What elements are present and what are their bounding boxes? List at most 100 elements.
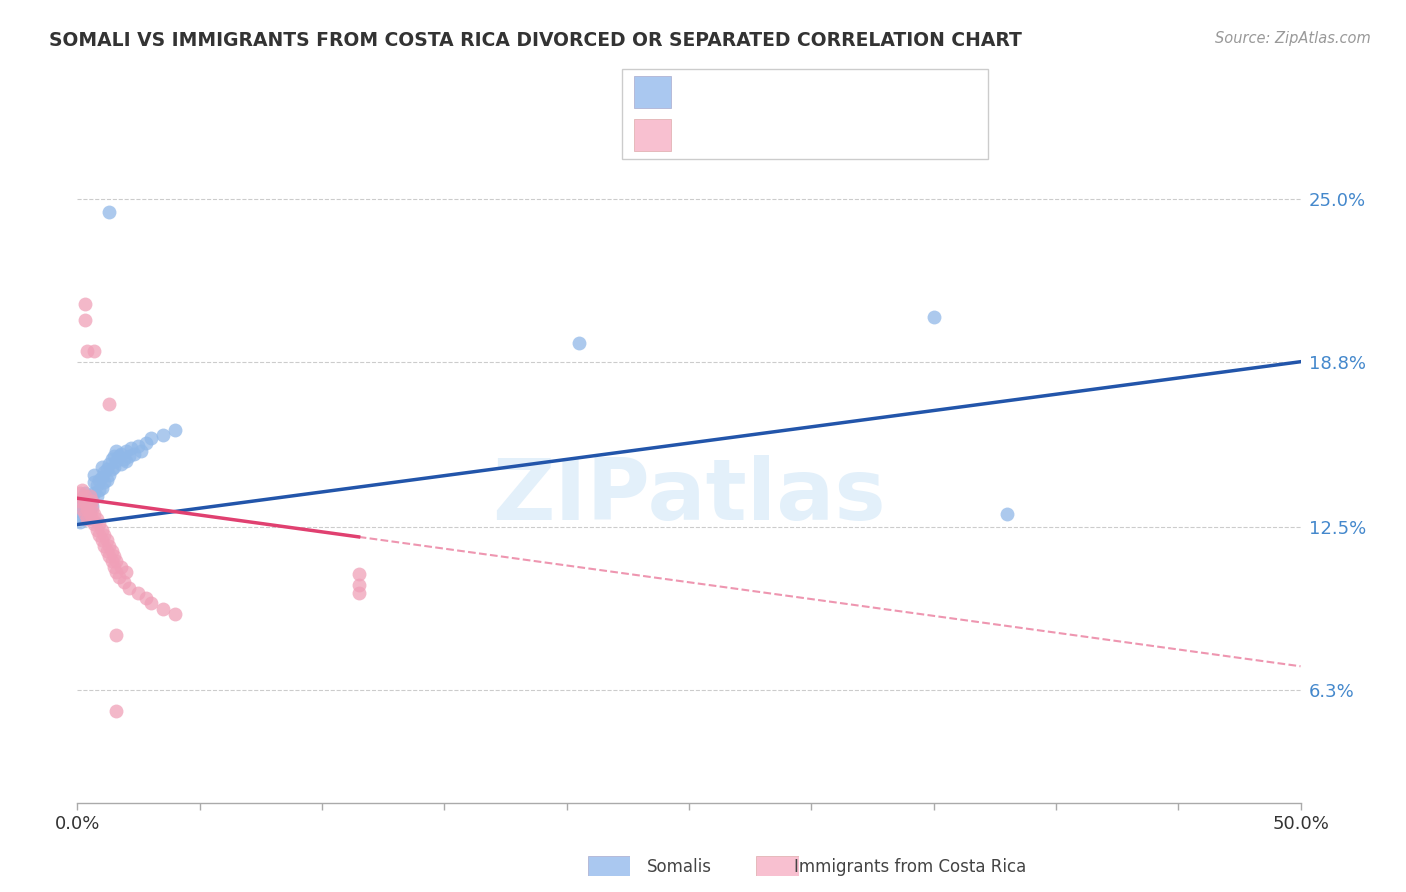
Point	[112, 575, 135, 590]
Point	[83, 507, 105, 521]
Point	[98, 205, 121, 219]
Point	[98, 397, 121, 411]
Point	[89, 528, 111, 542]
Point	[83, 344, 105, 359]
Point	[115, 454, 138, 468]
Point	[93, 475, 115, 490]
Point	[73, 312, 96, 326]
Point	[80, 499, 103, 513]
Point	[108, 570, 131, 584]
Point	[83, 517, 105, 532]
Point	[86, 523, 108, 537]
Text: SOMALI VS IMMIGRANTS FROM COSTA RICA DIVORCED OR SEPARATED CORRELATION CHART: SOMALI VS IMMIGRANTS FROM COSTA RICA DIV…	[49, 31, 1022, 50]
Point	[86, 478, 108, 492]
Bar	[634, 77, 671, 108]
Point	[347, 586, 370, 600]
Point	[105, 565, 128, 579]
Point	[100, 554, 122, 568]
Point	[165, 423, 187, 437]
Point	[135, 436, 157, 450]
Point	[86, 489, 108, 503]
Point	[98, 549, 121, 563]
Point	[96, 543, 118, 558]
Point	[128, 586, 150, 600]
Point	[100, 462, 122, 476]
Point	[112, 451, 135, 466]
Point	[73, 297, 96, 311]
Point	[165, 607, 187, 621]
Point	[73, 496, 96, 510]
Point	[90, 481, 112, 495]
Point	[73, 486, 96, 500]
Point	[70, 491, 93, 506]
Point	[110, 457, 132, 471]
Bar	[634, 120, 671, 152]
Point	[76, 344, 98, 359]
Point	[105, 628, 128, 642]
Point	[152, 428, 174, 442]
Point	[118, 581, 141, 595]
Point	[76, 512, 98, 526]
Point	[568, 336, 591, 351]
Point	[69, 494, 91, 508]
Point	[90, 459, 112, 474]
Point	[995, 507, 1018, 521]
Point	[347, 567, 370, 582]
Point	[103, 549, 125, 563]
Point	[79, 507, 101, 521]
Point	[98, 539, 121, 553]
Point	[76, 501, 98, 516]
Point	[103, 559, 125, 574]
Point	[120, 442, 142, 456]
Point	[89, 517, 111, 532]
Text: ZIPatlas: ZIPatlas	[492, 455, 886, 538]
Point	[70, 501, 93, 516]
Point	[73, 507, 96, 521]
Point	[80, 512, 103, 526]
Point	[80, 489, 103, 503]
Point	[128, 439, 150, 453]
Text: N = 54: N = 54	[853, 83, 921, 101]
Point	[90, 470, 112, 484]
Point	[89, 483, 111, 498]
Text: R = -0.174: R = -0.174	[686, 125, 783, 143]
Point	[98, 467, 121, 482]
Point	[83, 467, 105, 482]
Point	[79, 496, 101, 510]
Point	[108, 449, 131, 463]
Point	[105, 444, 128, 458]
Text: N = 49: N = 49	[853, 125, 921, 143]
Point	[70, 483, 93, 498]
Point	[96, 462, 118, 476]
FancyBboxPatch shape	[623, 69, 987, 159]
Text: Immigrants from Costa Rica: Immigrants from Costa Rica	[794, 858, 1026, 876]
Point	[96, 533, 118, 548]
Point	[139, 596, 162, 610]
Point	[135, 591, 157, 605]
Point	[80, 501, 103, 516]
Point	[93, 465, 115, 479]
Point	[105, 704, 128, 718]
Point	[76, 496, 98, 510]
Point	[110, 559, 132, 574]
Point	[103, 449, 125, 463]
Point	[79, 489, 101, 503]
Point	[70, 509, 93, 524]
Point	[83, 486, 105, 500]
Point	[98, 457, 121, 471]
Point	[73, 494, 96, 508]
Point	[93, 528, 115, 542]
Point	[69, 486, 91, 500]
Point	[115, 565, 138, 579]
Point	[152, 601, 174, 615]
Point	[73, 512, 96, 526]
Point	[83, 475, 105, 490]
Point	[90, 533, 112, 548]
Point	[118, 449, 141, 463]
Point	[70, 499, 93, 513]
Point	[105, 554, 128, 568]
Point	[90, 523, 112, 537]
Point	[69, 515, 91, 529]
Point	[89, 473, 111, 487]
Point	[73, 489, 96, 503]
